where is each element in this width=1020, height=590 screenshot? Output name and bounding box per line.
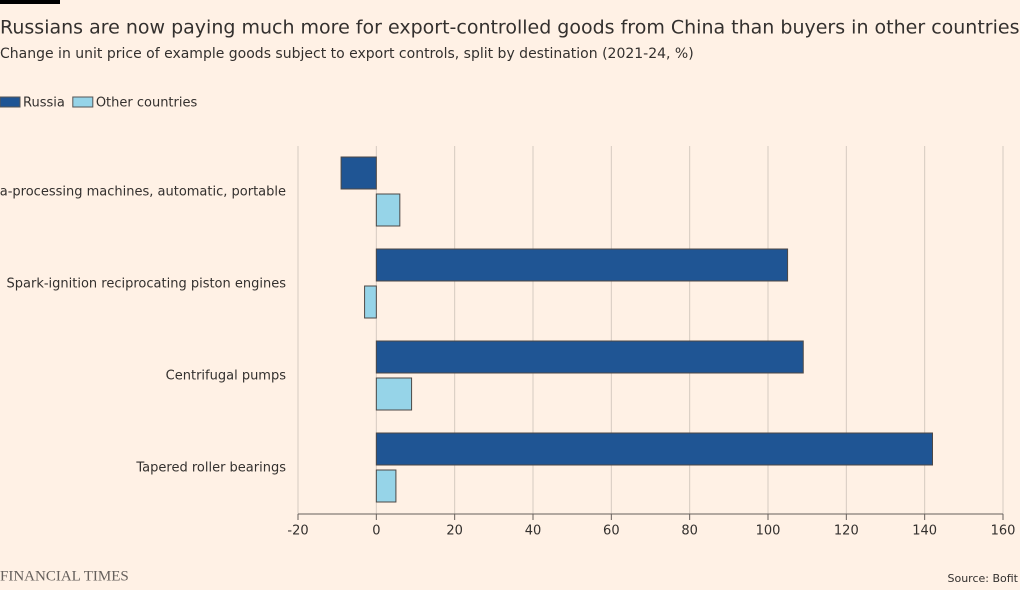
y-category-label: Spark-ignition reciprocating piston engi…	[7, 277, 287, 292]
source: Source: Bofit	[947, 572, 1018, 585]
y-category-label: Tapered roller bearings	[135, 461, 286, 476]
chart-title: Russians are now paying much more for ex…	[0, 17, 1019, 39]
x-tick-label: 140	[912, 524, 937, 539]
x-tick-label: 20	[446, 524, 463, 539]
bar	[375, 432, 934, 466]
bar	[375, 193, 401, 227]
x-tick-label: 160	[991, 524, 1016, 539]
bar	[340, 156, 377, 190]
x-tick-label: -20	[287, 524, 308, 539]
bar	[375, 469, 397, 503]
x-tick-label: 120	[834, 524, 859, 539]
legend-label: Russia	[23, 96, 65, 111]
legend-swatch	[72, 96, 94, 108]
legend-label: Other countries	[96, 96, 198, 111]
y-category-label: Centrifugal pumps	[166, 369, 287, 384]
bar	[364, 285, 377, 319]
y-category-label: Data-processing machines, automatic, por…	[0, 185, 286, 200]
x-tick-label: 80	[681, 524, 698, 539]
bar	[375, 340, 804, 374]
publisher: FINANCIAL TIMES	[0, 568, 129, 584]
x-tick-label: 100	[756, 524, 781, 539]
x-tick-label: 0	[372, 524, 380, 539]
bar	[375, 377, 413, 411]
x-tick-label: 40	[525, 524, 542, 539]
chart-subtitle: Change in unit price of example goods su…	[0, 46, 694, 62]
brand-bar	[0, 0, 60, 4]
bar	[375, 248, 789, 282]
x-tick-label: 60	[603, 524, 620, 539]
legend-swatch	[0, 96, 21, 108]
